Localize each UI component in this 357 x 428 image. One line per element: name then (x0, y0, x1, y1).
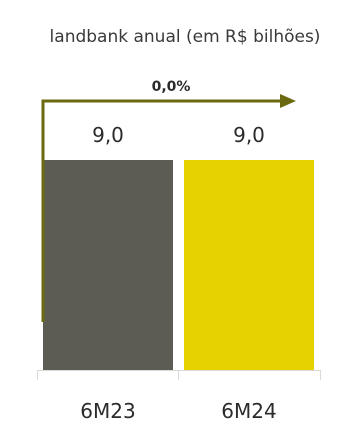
bar-6m23 (43, 160, 173, 370)
x-axis: 6M23 6M24 (37, 370, 321, 423)
bars-layer: 9,0 9,0 (43, 123, 314, 370)
category-label: 6M24 (221, 399, 276, 423)
chart-title: landbank anual (em R$ bilhões) (50, 27, 321, 47)
category-label: 6M23 (80, 399, 135, 423)
growth-arrow-head (280, 94, 296, 108)
bar-6m24 (184, 160, 314, 370)
growth-label: 0,0% (152, 79, 191, 95)
data-label: 9,0 (92, 123, 124, 147)
data-label: 9,0 (233, 123, 265, 147)
